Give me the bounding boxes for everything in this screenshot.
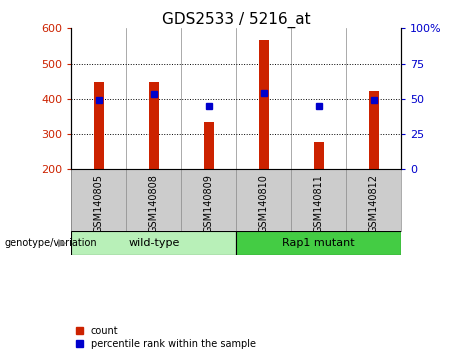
Text: ▶: ▶ [59,238,67,248]
Text: GSM140811: GSM140811 [313,174,324,233]
Bar [369,91,378,169]
Bar [259,40,269,169]
Text: GSM140812: GSM140812 [369,174,378,233]
FancyBboxPatch shape [71,231,236,255]
Bar [149,82,159,169]
Bar [94,82,104,169]
Text: GSM140810: GSM140810 [259,174,269,233]
Bar [204,121,214,169]
Title: GDS2533 / 5216_at: GDS2533 / 5216_at [162,12,311,28]
Text: genotype/variation: genotype/variation [5,238,97,248]
Text: GSM140808: GSM140808 [149,174,159,233]
Text: GSM140805: GSM140805 [94,174,104,233]
Bar [314,142,324,169]
Text: wild-type: wild-type [128,238,179,248]
Legend: count, percentile rank within the sample: count, percentile rank within the sample [77,326,256,349]
Text: Rap1 mutant: Rap1 mutant [282,238,355,248]
Text: GSM140809: GSM140809 [204,174,214,233]
FancyBboxPatch shape [236,231,401,255]
